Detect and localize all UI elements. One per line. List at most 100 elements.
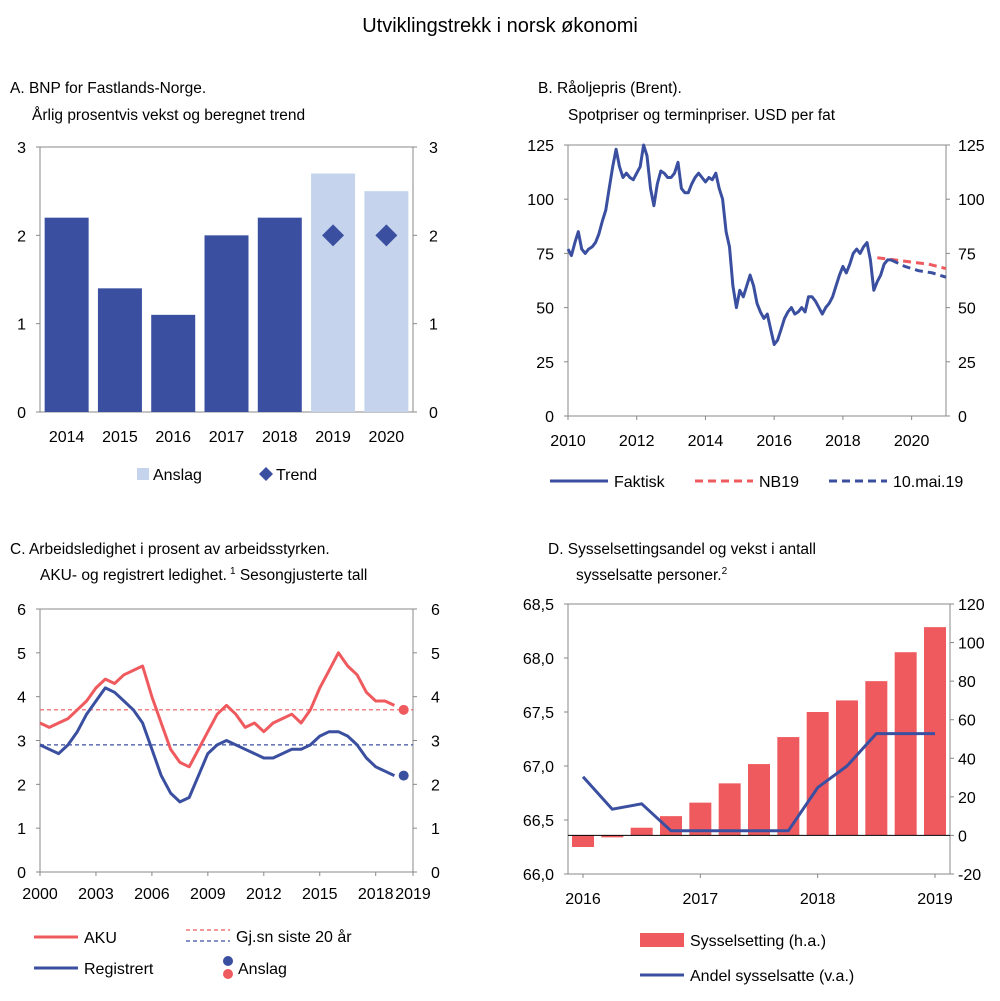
panel-a-title-line1: A. BNP for Fastlands-Norge. [10, 80, 206, 97]
panel-d-frame [567, 603, 951, 875]
panel-d-left-tick-label: 66,0 [523, 867, 554, 884]
panel-c-title-line2-text: AKU- og registrert ledighet. [40, 567, 227, 584]
panel-b-right-tick-label: 125 [958, 138, 985, 155]
panel-c-left-tick-label: 6 [17, 602, 26, 619]
panel-b-legend-10mai19-label: 10.mai.19 [893, 474, 963, 491]
panel-a-bar-faktisk [44, 217, 89, 412]
panel-b-left-tick-label: 0 [545, 409, 554, 426]
panel-c-line-aku [39, 651, 396, 769]
panel-b-x-tick-label: 2016 [756, 433, 792, 450]
panel-d-right-tick-label: 40 [958, 751, 976, 768]
panel-b-left-tick-label: 25 [536, 355, 554, 372]
panel-a-x-tick-label: 2018 [262, 429, 298, 446]
panel-c-left-tick-label: 5 [17, 646, 26, 663]
panel-d-right-tick-label: 100 [958, 636, 985, 653]
panel-b-line-faktisk [566, 143, 891, 346]
panel-d-title-line2-text: sysselsatte personer. [576, 567, 722, 584]
panel-c-left-tick-label: 1 [17, 821, 26, 838]
panel-a-x-tick-label: 2016 [155, 429, 191, 446]
panel-c-left-tick-label: 3 [17, 734, 26, 751]
panel-c-legend-registrert-label: Registrert [84, 961, 154, 978]
panel-c-legend-aku-label: AKU [84, 930, 117, 947]
panel-b-x-tick-label: 2014 [688, 433, 724, 450]
panel-c-legend-anslag-red-swatch [223, 969, 233, 979]
panel-a-left-tick-label: 0 [17, 405, 26, 422]
panel-c-anslag-registrert-dot [398, 770, 409, 781]
panel-d-footnote-marker: 2 [722, 566, 728, 577]
panel-d-left-tick-label: 67,0 [523, 759, 554, 776]
panel-a-left-tick-label: 2 [17, 228, 26, 245]
panel-a-bar-faktisk [97, 288, 142, 412]
panel-d-bar-sysselsetting [689, 802, 712, 836]
panel-c-title-line2: AKU- og registrert ledighet. 1 Sesongjust… [40, 566, 367, 584]
panel-d-left-tick-label: 68,5 [523, 597, 554, 614]
panel-d-bar-sysselsetting [572, 835, 594, 847]
panel-c-x-tick-label: 2006 [134, 886, 170, 903]
panel-d-bar-sysselsetting [748, 764, 770, 836]
panel-c-line-registrert [39, 686, 396, 804]
panel-a-x-tick-label: 2017 [209, 429, 245, 446]
panel-b-right-tick-label: 25 [958, 355, 976, 372]
panel-b-legend-nb19-label: NB19 [759, 474, 799, 491]
panel-b-right-tick-label: 50 [958, 301, 976, 318]
panel-d-bar-sysselsetting [836, 700, 858, 836]
panel-b-left-tick-label: 75 [536, 246, 554, 263]
panel-a-right-tick-label: 3 [429, 140, 438, 157]
panel-a-trend-marker [322, 224, 345, 247]
panel-b-title-line1: B. Råoljepris (Brent). [538, 80, 682, 97]
panel-a-left-tick-label: 3 [17, 140, 26, 157]
panel-a-bar-faktisk [257, 217, 302, 412]
panel-d-bar-sysselsetting [660, 816, 682, 836]
panel-c-right-tick-label: 4 [431, 690, 440, 707]
panel-a-bar-anslag [311, 173, 356, 412]
panel-a-title-line2: Årlig prosentvis vekst og beregnet trend [32, 107, 305, 124]
panel-d-bar-sysselsetting [865, 681, 888, 836]
panel-d-title-line2: sysselsatte personer.2 [576, 566, 728, 584]
panel-c-x-tick-label: 2012 [246, 886, 282, 903]
panel-d-bar-sysselsetting [924, 627, 946, 836]
panel-a-legend-anslag-swatch [137, 468, 149, 480]
panel-d-right-tick-label: 0 [958, 828, 967, 845]
panel-a-bar-faktisk [151, 314, 196, 412]
panel-c-right-tick-label: 2 [431, 777, 440, 794]
panel-a-right-tick-label: 2 [429, 228, 438, 245]
panel-a-left-tick-label: 1 [17, 317, 26, 334]
panel-d-chart: 66,0 66,5 67,0 67,5 68,0 68,5 -20 0 20 40 60 80 100 1… [523, 597, 985, 985]
panel-a-x-tick-label: 2019 [315, 429, 351, 446]
panel-a-bar-faktisk [204, 235, 249, 412]
panel-b-legend-faktisk-label: Faktisk [614, 474, 666, 491]
panel-c-x-tick-label: 2019 [395, 886, 431, 903]
panel-b-right-tick-label: 100 [958, 192, 985, 209]
panel-d-line-andel [581, 732, 935, 833]
panel-b-right-tick-label: 75 [958, 246, 976, 263]
panel-d-bar-sysselsetting [601, 835, 624, 838]
panel-d-legend-sysselsetting-swatch [640, 933, 684, 947]
panel-a-x-tick-label: 2014 [49, 429, 85, 446]
panel-c-legend-anslag-blue-swatch [223, 956, 233, 966]
panel-d-left-tick-label: 66,5 [523, 813, 554, 830]
panel-d-right-tick-label: 120 [958, 597, 985, 614]
panel-d-legend-sysselsetting-label: Sysselsetting (h.a.) [690, 933, 826, 950]
panel-d-x-tick-label: 2016 [565, 891, 601, 908]
panel-b-x-tick-label: 2010 [550, 433, 586, 450]
panel-d-right-tick-label: 20 [958, 790, 976, 807]
panel-d-legend-andel-label: Andel sysselsatte (v.a.) [690, 968, 854, 985]
panel-c-x-tick-label: 2018 [358, 886, 394, 903]
panel-a-trend-marker [375, 224, 398, 247]
panel-a-legend-trend-swatch [259, 467, 273, 481]
panel-c-legend-anslag-label: Anslag [238, 961, 287, 978]
panel-b-line-nb19 [877, 256, 947, 271]
panel-c-right-tick-label: 0 [431, 865, 440, 882]
panel-d-right-tick-label: 60 [958, 713, 976, 730]
panel-d-right-tick-label: -20 [958, 867, 981, 884]
panel-d-right-tick-label: 80 [958, 674, 976, 691]
panel-c-anslag-aku-dot [398, 704, 409, 715]
panel-c-chart: 0 0 1 1 2 2 3 3 4 4 5 5 6 6 2000 2003 2006 2009 2012 2015 20… [17, 602, 440, 979]
panel-a-x-tick-label: 2015 [102, 429, 138, 446]
panel-c-left-tick-label: 4 [17, 690, 26, 707]
panel-a-right-tick-label: 1 [429, 317, 438, 334]
panel-a-legend-anslag-label: Anslag [153, 467, 202, 484]
panel-a-bar-anslag [364, 191, 409, 412]
panel-a-right-tick-label: 0 [429, 405, 438, 422]
